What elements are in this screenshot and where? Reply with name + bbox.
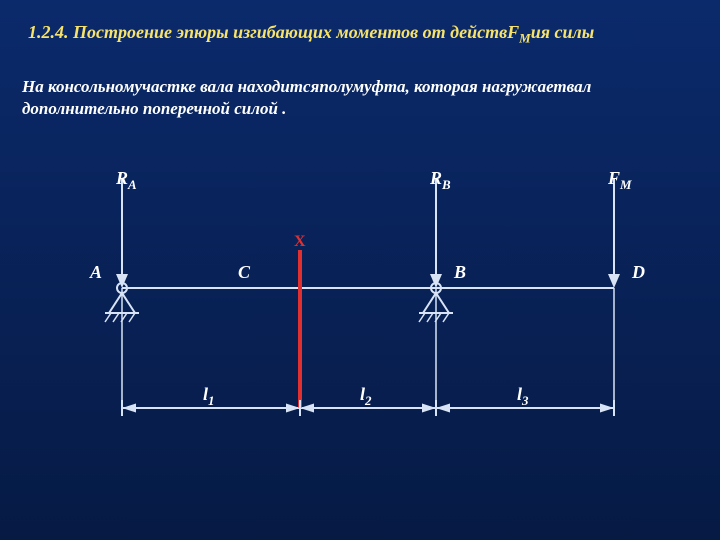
title-prefix: 1.2.4. Построение эпюры изгибающих момен… (28, 22, 507, 42)
subtitle-line-1: На консольномучастке вала находитсяполум… (22, 76, 591, 98)
svg-text:D: D (631, 262, 645, 282)
subtitle-line-2: дополнительно поперечной силой . (22, 98, 591, 120)
title-force-subscript: М (519, 31, 531, 46)
subtitle-line1b: участке вала находитсяполумуфта, которая… (135, 77, 592, 96)
title-suffix: ия силы (531, 22, 595, 42)
subtitle-line1a: На консольном (22, 77, 135, 96)
title-force-symbol: F (507, 22, 519, 42)
svg-text:X: X (294, 233, 306, 250)
svg-text:C: C (238, 262, 251, 282)
svg-text:A: A (89, 262, 102, 282)
section-title: 1.2.4. Построение эпюры изгибающих момен… (28, 22, 594, 47)
subtitle-block: На консольномучастке вала находитсяполум… (22, 76, 591, 120)
svg-text:B: B (453, 262, 466, 282)
